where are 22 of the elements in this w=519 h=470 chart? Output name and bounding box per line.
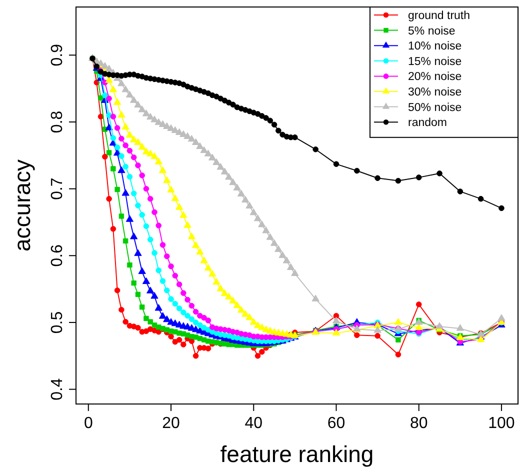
legend-label: random <box>408 117 447 130</box>
x-tick-label: 100 <box>488 415 515 432</box>
x-tick-label: 40 <box>244 415 263 432</box>
legend-label: 10% noise <box>408 40 462 53</box>
y-tick-label: 0.6 <box>49 244 66 267</box>
legend-label: 5% noise <box>408 25 456 38</box>
x-axis-title: feature ranking <box>220 441 374 467</box>
legend-label: 15% noise <box>408 56 462 68</box>
y-tick-label: 0.5 <box>49 311 66 334</box>
y-tick-label: 0.8 <box>49 110 66 134</box>
x-tick-label: 80 <box>410 415 428 432</box>
y-tick-label: 0.4 <box>49 378 66 400</box>
x-tick-label: 20 <box>162 415 180 432</box>
legend-label: 20% noise <box>408 71 462 84</box>
y-axis-title: accuracy <box>9 158 35 252</box>
legend-label: 50% noise <box>408 102 462 114</box>
y-tick-label: 0.7 <box>49 178 66 200</box>
legend-label: 30% noise <box>408 86 462 98</box>
y-tick-label: 0.9 <box>49 44 66 66</box>
x-tick-label: 0 <box>84 415 93 432</box>
legend-label: ground truth <box>408 10 470 22</box>
x-tick-label: 60 <box>327 415 346 432</box>
